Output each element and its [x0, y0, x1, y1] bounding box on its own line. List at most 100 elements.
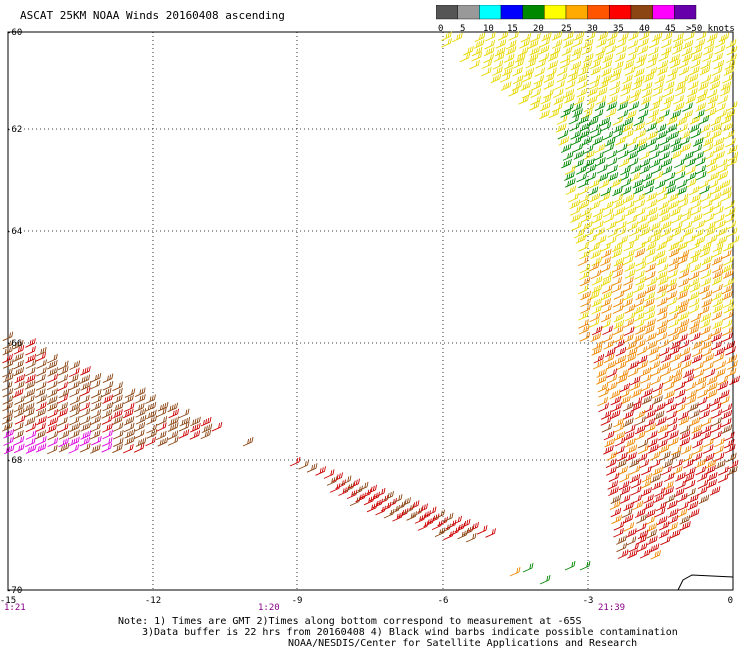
wind-barb	[434, 509, 445, 520]
wind-barb	[721, 319, 733, 329]
wind-barb	[58, 437, 70, 448]
wind-barb	[700, 312, 712, 323]
wind-barb	[688, 508, 700, 519]
wind-barb	[714, 44, 726, 55]
wind-barb	[666, 123, 678, 133]
wind-barb	[1, 381, 13, 391]
wind-barb	[89, 429, 101, 440]
wind-barb	[633, 185, 644, 195]
wind-barb	[618, 480, 630, 491]
wind-barb	[719, 179, 731, 190]
wind-barb	[630, 88, 642, 99]
wind-barb	[710, 402, 722, 412]
wind-barb	[660, 535, 671, 546]
wind-barb	[689, 241, 701, 251]
wind-barb	[601, 67, 612, 77]
wind-barb	[587, 116, 599, 127]
wind-barb	[603, 340, 614, 350]
wind-barb	[68, 444, 80, 454]
swath-time-label: 1:20	[258, 603, 280, 613]
wind-barb	[698, 81, 709, 91]
wind-barb	[617, 235, 629, 245]
wind-barb	[576, 80, 588, 91]
wind-barb	[638, 459, 650, 469]
wind-barb	[591, 297, 603, 308]
wind-barb	[678, 59, 689, 69]
wind-barb	[659, 213, 671, 223]
wind-barb	[35, 373, 46, 384]
wind-barb	[578, 185, 589, 196]
wind-barb	[46, 423, 57, 434]
wind-barb	[612, 325, 624, 336]
wind-barb	[587, 87, 598, 97]
wind-barb	[679, 130, 691, 140]
wind-barb	[46, 380, 58, 391]
wind-barb	[520, 81, 532, 91]
wind-barb	[712, 297, 724, 308]
wind-barb	[689, 319, 701, 330]
wind-barb	[706, 471, 718, 482]
wind-speed-colorbar: 0 5 10 15 20 25 30 35 40 45 >50 knots	[436, 5, 735, 34]
wind-barb	[612, 60, 624, 71]
wind-barb	[423, 517, 434, 527]
wind-barb	[558, 136, 569, 146]
wind-barb	[713, 445, 724, 455]
wind-barb	[101, 409, 113, 419]
wind-barb	[25, 338, 36, 348]
wind-barb	[715, 360, 727, 370]
wind-barb	[609, 409, 621, 420]
wind-barb	[607, 164, 618, 175]
wind-barb	[598, 179, 610, 189]
wind-barb	[13, 402, 25, 413]
wind-barb	[667, 67, 679, 77]
wind-barb	[656, 332, 668, 342]
wind-barb	[615, 360, 627, 371]
wind-barb	[592, 340, 603, 351]
wind-barb	[658, 529, 670, 539]
wind-barb	[692, 445, 704, 455]
wind-barb	[589, 192, 601, 203]
wind-barb	[603, 353, 615, 364]
wind-barb	[47, 367, 58, 377]
wind-barb	[635, 256, 647, 267]
wind-barb	[690, 205, 702, 216]
wind-barb	[589, 200, 601, 211]
wind-barb	[592, 136, 604, 146]
wind-barb	[609, 73, 621, 83]
wind-barb	[688, 270, 700, 281]
wind-barb	[692, 228, 704, 239]
wind-barb	[693, 368, 705, 379]
wind-barb	[617, 465, 628, 476]
wind-barb	[638, 444, 649, 455]
wind-barb	[431, 520, 443, 531]
wind-barb	[612, 193, 624, 204]
wind-barb	[659, 151, 670, 161]
wind-barb	[679, 424, 691, 435]
wind-barb	[713, 137, 725, 147]
wind-barb	[666, 115, 678, 126]
wind-barb	[657, 339, 669, 349]
wind-barb	[579, 270, 590, 281]
wind-barb	[490, 73, 502, 84]
wind-barb	[437, 516, 448, 527]
wind-barb	[636, 346, 648, 356]
wind-barb	[633, 67, 645, 78]
wind-barb	[674, 81, 686, 91]
wind-barb	[79, 415, 91, 426]
wind-barb	[690, 193, 701, 204]
wind-barb	[710, 423, 722, 433]
wind-barb	[374, 487, 386, 498]
wind-barb	[366, 484, 377, 495]
wind-barb	[648, 543, 660, 553]
wind-barb	[681, 360, 692, 370]
wind-barb	[509, 566, 521, 577]
wind-barb	[688, 402, 699, 412]
lon-tick-label: -12	[145, 596, 161, 606]
wind-barb	[690, 129, 702, 139]
wind-barb	[2, 387, 14, 398]
wind-barb	[725, 137, 736, 148]
wind-barb	[627, 143, 639, 154]
wind-barb	[634, 59, 645, 69]
wind-barb	[729, 375, 740, 386]
